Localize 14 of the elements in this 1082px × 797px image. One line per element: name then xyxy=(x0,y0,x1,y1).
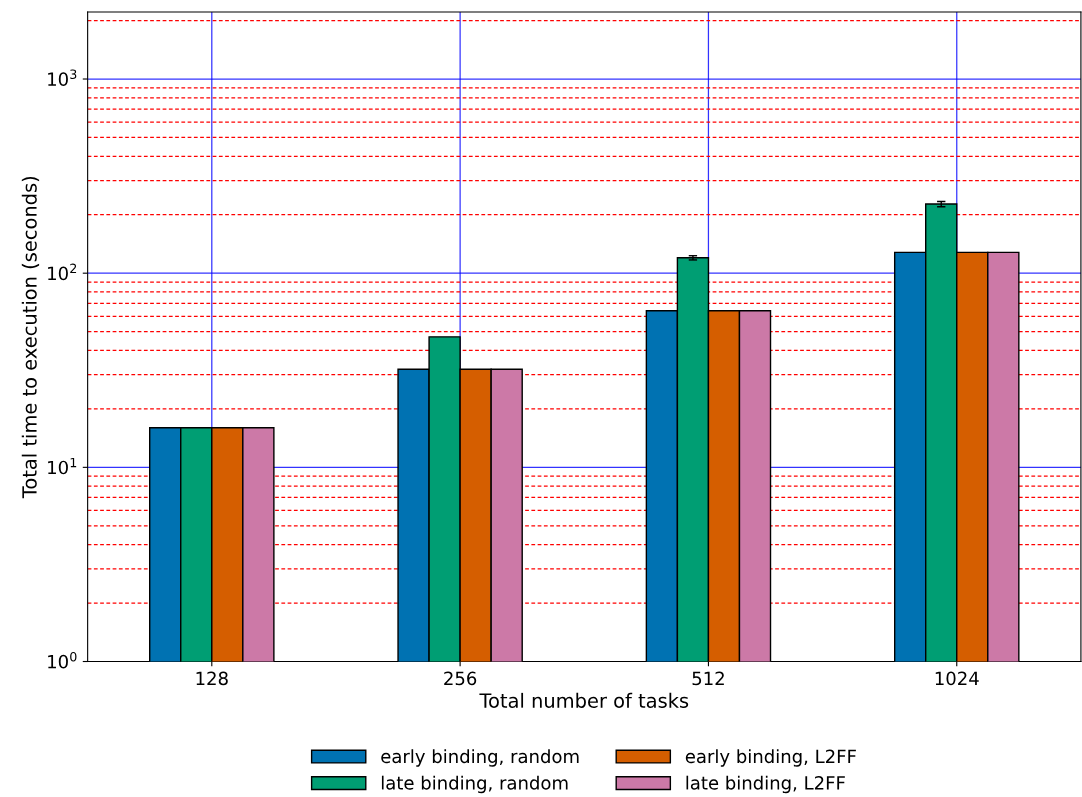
x-tick-label: 256 xyxy=(444,671,477,686)
x-tick-label: 512 xyxy=(692,671,724,686)
y-tick-label: 10$^{3}$ xyxy=(48,69,77,86)
x-tick-label: 128 xyxy=(196,671,228,686)
y-tick-label: 10$^{0}$ xyxy=(48,651,77,669)
x-tick-label: 1024 xyxy=(935,671,979,686)
x-axis-title: Total number of tasks xyxy=(479,692,689,708)
legend-label: late binding, L2FF xyxy=(686,775,845,794)
legend-label: late binding, random xyxy=(381,775,568,794)
y-tick-label: 10$^{2}$ xyxy=(48,263,77,281)
legend-label: early binding, L2FF xyxy=(685,749,856,767)
y-tick-label: 10$^{1}$ xyxy=(48,457,77,475)
y-axis-title: Total time to execution (seconds) xyxy=(21,176,40,499)
legend-label: early binding, random xyxy=(381,749,579,767)
